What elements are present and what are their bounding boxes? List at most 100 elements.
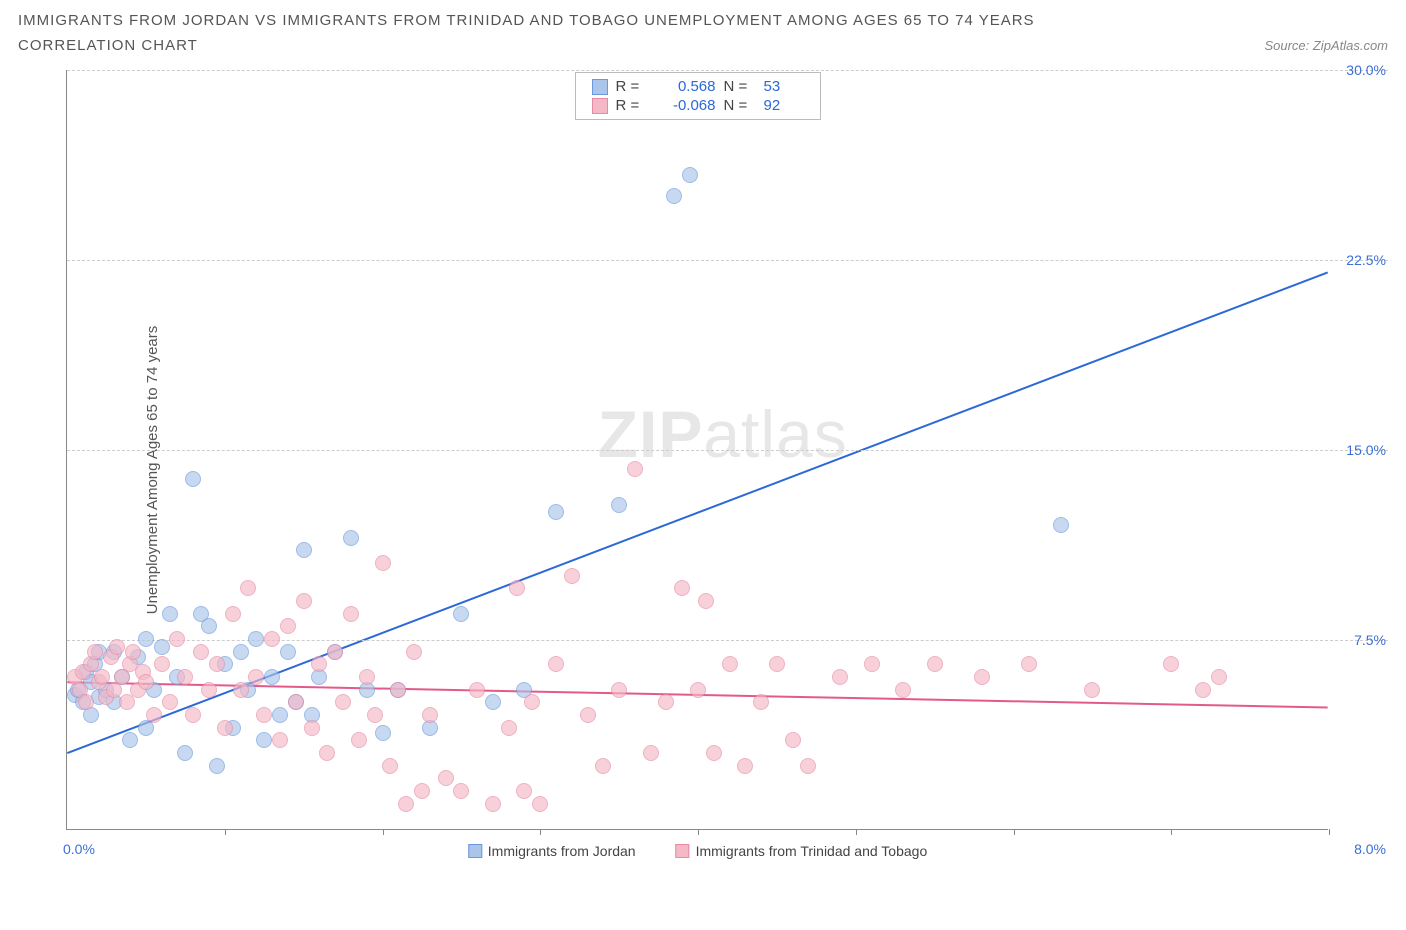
data-point bbox=[264, 631, 280, 647]
data-point bbox=[737, 758, 753, 774]
data-point bbox=[335, 694, 351, 710]
data-point bbox=[422, 707, 438, 723]
data-point bbox=[311, 656, 327, 672]
r-label: R = bbox=[616, 97, 648, 114]
data-point bbox=[690, 682, 706, 698]
data-point bbox=[390, 682, 406, 698]
data-point bbox=[351, 732, 367, 748]
data-point bbox=[722, 656, 738, 672]
data-point bbox=[343, 606, 359, 622]
chart-area: Unemployment Among Ages 65 to 74 years R… bbox=[18, 60, 1388, 880]
data-point bbox=[974, 669, 990, 685]
data-point bbox=[1195, 682, 1211, 698]
r-value: 0.568 bbox=[656, 78, 716, 95]
data-point bbox=[485, 796, 501, 812]
data-point bbox=[296, 542, 312, 558]
data-point bbox=[611, 497, 627, 513]
data-point bbox=[162, 694, 178, 710]
x-tick bbox=[225, 829, 226, 835]
data-point bbox=[832, 669, 848, 685]
data-point bbox=[217, 720, 233, 736]
stats-legend-box: R = 0.568 N = 53 R = -0.068 N = 92 bbox=[575, 72, 821, 120]
data-point bbox=[1084, 682, 1100, 698]
data-point bbox=[138, 631, 154, 647]
chart-title: IMMIGRANTS FROM JORDAN VS IMMIGRANTS FRO… bbox=[18, 12, 1388, 29]
data-point bbox=[706, 745, 722, 761]
watermark-text: ZIP bbox=[598, 397, 704, 471]
legend-item-series2: Immigrants from Trinidad and Tobago bbox=[676, 843, 928, 859]
data-point bbox=[146, 707, 162, 723]
data-point bbox=[516, 783, 532, 799]
data-point bbox=[233, 644, 249, 660]
data-point bbox=[927, 656, 943, 672]
data-point bbox=[256, 732, 272, 748]
data-point bbox=[666, 188, 682, 204]
data-point bbox=[264, 669, 280, 685]
data-point bbox=[119, 694, 135, 710]
data-point bbox=[611, 682, 627, 698]
r-value: -0.068 bbox=[656, 97, 716, 114]
data-point bbox=[169, 631, 185, 647]
data-point bbox=[109, 639, 125, 655]
data-point bbox=[564, 568, 580, 584]
gridline bbox=[67, 70, 1388, 71]
data-point bbox=[233, 682, 249, 698]
data-point bbox=[548, 656, 564, 672]
swatch-icon bbox=[676, 844, 690, 858]
x-tick bbox=[1171, 829, 1172, 835]
data-point bbox=[193, 644, 209, 660]
data-point bbox=[674, 580, 690, 596]
data-point bbox=[1021, 656, 1037, 672]
data-point bbox=[800, 758, 816, 774]
data-point bbox=[201, 682, 217, 698]
x-tick bbox=[856, 829, 857, 835]
data-point bbox=[753, 694, 769, 710]
data-point bbox=[177, 669, 193, 685]
data-point bbox=[256, 707, 272, 723]
data-point bbox=[769, 656, 785, 672]
data-point bbox=[1211, 669, 1227, 685]
data-point bbox=[864, 656, 880, 672]
data-point bbox=[509, 580, 525, 596]
n-label: N = bbox=[724, 78, 756, 95]
x-tick bbox=[1329, 829, 1330, 835]
data-point bbox=[398, 796, 414, 812]
data-point bbox=[94, 669, 110, 685]
data-point bbox=[895, 682, 911, 698]
swatch-icon bbox=[592, 98, 608, 114]
data-point bbox=[125, 644, 141, 660]
data-point bbox=[272, 732, 288, 748]
data-point bbox=[327, 644, 343, 660]
data-point bbox=[280, 618, 296, 634]
data-point bbox=[272, 707, 288, 723]
data-point bbox=[201, 618, 217, 634]
data-point bbox=[296, 593, 312, 609]
data-point bbox=[319, 745, 335, 761]
data-point bbox=[225, 606, 241, 622]
x-tick bbox=[540, 829, 541, 835]
data-point bbox=[643, 745, 659, 761]
data-point bbox=[240, 580, 256, 596]
data-point bbox=[548, 504, 564, 520]
data-point bbox=[580, 707, 596, 723]
data-point bbox=[162, 606, 178, 622]
data-point bbox=[343, 530, 359, 546]
data-point bbox=[469, 682, 485, 698]
x-axis-max-label: 8.0% bbox=[1354, 841, 1386, 857]
data-point bbox=[248, 669, 264, 685]
data-point bbox=[453, 606, 469, 622]
data-point bbox=[209, 758, 225, 774]
plot-region: R = 0.568 N = 53 R = -0.068 N = 92 ZIPat… bbox=[66, 70, 1328, 830]
data-point bbox=[185, 471, 201, 487]
x-tick bbox=[1014, 829, 1015, 835]
swatch-icon bbox=[592, 79, 608, 95]
data-point bbox=[248, 631, 264, 647]
data-point bbox=[304, 720, 320, 736]
y-tick-label: 7.5% bbox=[1354, 632, 1386, 648]
data-point bbox=[698, 593, 714, 609]
watermark-text: atlas bbox=[703, 397, 847, 471]
source-label: Source: ZipAtlas.com bbox=[1264, 38, 1388, 53]
data-point bbox=[138, 674, 154, 690]
data-point bbox=[658, 694, 674, 710]
data-point bbox=[1053, 517, 1069, 533]
